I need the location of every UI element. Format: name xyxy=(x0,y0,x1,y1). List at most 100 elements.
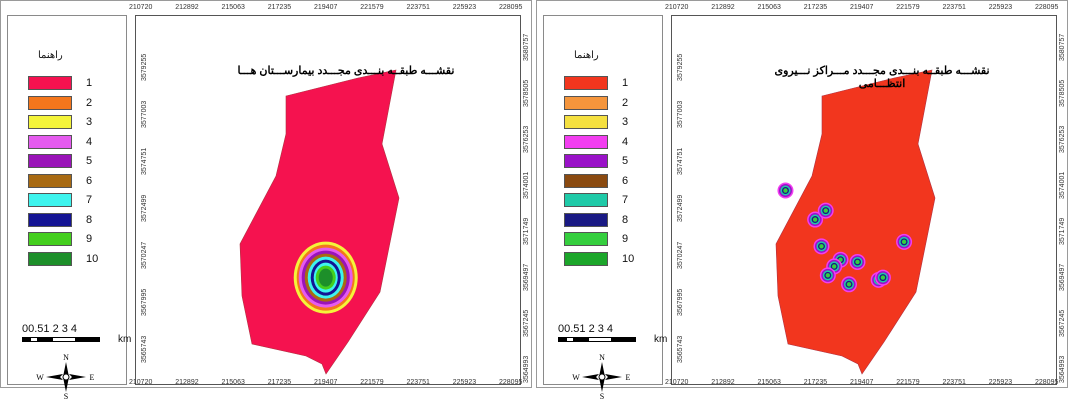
north-arrow-icon: N S W E xyxy=(572,353,631,400)
east-label: E xyxy=(626,373,631,382)
x-tick-label: 223751 xyxy=(942,4,966,11)
legend-label: 1 xyxy=(622,77,629,89)
map-frame: نقشـــه طبقــه بنـــدی مجـــدد بیمارســـ… xyxy=(135,15,521,385)
x-tick-label: 215063 xyxy=(757,4,781,11)
legend-label: 7 xyxy=(622,194,629,206)
scale-labels: 00.51 2 3 4 xyxy=(22,323,78,335)
legend-item: 6 xyxy=(28,172,128,192)
x-tick-label: 223751 xyxy=(406,379,430,386)
x-tick-label: 228095 xyxy=(499,379,523,386)
y-tick-label-right: 3574001 xyxy=(523,171,530,199)
y-tick-label-right: 3569497 xyxy=(523,263,530,291)
x-tick-label: 219407 xyxy=(850,4,874,11)
y-tick-label-right: 3578505 xyxy=(523,79,530,107)
y-tick-label-left: 3567995 xyxy=(141,288,148,316)
hotspot-dot xyxy=(817,202,834,219)
north-label: N xyxy=(63,353,69,362)
legend-item: 1 xyxy=(28,74,128,94)
y-tick-label-left: 3574751 xyxy=(141,147,148,175)
study-area-polygon xyxy=(239,69,400,375)
legend-label: 9 xyxy=(622,233,629,245)
y-tick-label-left: 3570247 xyxy=(141,241,148,269)
y-tick-label-right: 3576253 xyxy=(1059,125,1066,153)
hotspot-ring xyxy=(880,275,886,280)
hotspot-ring xyxy=(318,268,333,287)
legend-swatch xyxy=(28,154,72,168)
hotspot-dot xyxy=(819,267,836,284)
y-tick-label-right: 3578505 xyxy=(1059,79,1066,107)
y-tick-label-right: 3567245 xyxy=(523,309,530,337)
legend-item: 7 xyxy=(564,191,664,211)
x-tick-label: 221579 xyxy=(896,4,920,11)
y-tick-label-right: 3569497 xyxy=(1059,263,1066,291)
x-tick-label: 210720 xyxy=(129,379,153,386)
x-tick-label: 217235 xyxy=(267,379,292,386)
x-tick-label: 223751 xyxy=(406,4,430,11)
legend-label: 7 xyxy=(86,194,93,206)
x-tick-label: 219407 xyxy=(314,4,338,11)
x-tick-label: 225923 xyxy=(988,379,1013,386)
hotspot-dot xyxy=(826,258,843,275)
legend-label: 2 xyxy=(86,96,93,109)
legend-item: 3 xyxy=(28,113,128,133)
legend-item: 6 xyxy=(564,172,664,192)
x-tick-label: 225923 xyxy=(452,4,477,11)
scale-bar: 00.51 2 3 4 km xyxy=(22,323,132,357)
legend: راهنما 1 2 3 4 5 6 7 8 9 10 00.51 2 3 4 km N S W … xyxy=(543,15,667,400)
south-label: S xyxy=(600,392,604,400)
legend-item: 8 xyxy=(28,211,128,231)
legend-item: 4 xyxy=(28,133,128,153)
x-tick-label: 217235 xyxy=(803,379,828,386)
legend-label: 1 xyxy=(86,77,93,89)
y-tick-label-right: 3564993 xyxy=(1059,355,1066,383)
legend-item: 10 xyxy=(564,250,664,270)
x-tick-label: 228095 xyxy=(499,4,523,11)
x-tick-label: 210720 xyxy=(665,4,689,11)
x-tick-label: 215063 xyxy=(757,379,781,386)
map-title: نقشـــه طبقــه بنـــدی مجـــدد مـــراکز … xyxy=(774,65,990,90)
legend-swatch xyxy=(28,212,72,227)
legend-label: 8 xyxy=(86,213,93,226)
legend-label: 4 xyxy=(86,135,93,148)
x-tick-label: 219407 xyxy=(314,379,338,386)
study-area-polygon xyxy=(775,69,936,375)
y-tick-label-left: 3567995 xyxy=(677,288,684,316)
legend-title: راهنما xyxy=(38,50,63,61)
west-label: W xyxy=(36,373,44,382)
legend-label: 5 xyxy=(86,155,93,167)
x-tick-label: 221579 xyxy=(360,4,384,11)
y-tick-label-right: 3571749 xyxy=(1059,217,1066,245)
y-tick-label-left: 3565743 xyxy=(677,335,684,363)
legend-swatch xyxy=(28,95,72,110)
north-arrow-icon: N S W E xyxy=(36,353,94,400)
legend-swatch xyxy=(28,134,72,149)
legend-label: 3 xyxy=(86,116,93,128)
legend-item: 5 xyxy=(28,152,128,172)
legend-item: 3 xyxy=(564,113,664,133)
legend-swatch xyxy=(28,76,72,90)
legend-title: راهنما xyxy=(574,50,599,61)
hotspot-dot xyxy=(874,269,891,286)
scale-seg xyxy=(612,337,636,342)
legend-swatch xyxy=(564,134,608,149)
legend-item: 8 xyxy=(564,211,664,231)
y-tick-label-left: 3577003 xyxy=(141,100,148,128)
x-tick-label: 215063 xyxy=(221,4,245,11)
scale-seg xyxy=(588,337,612,342)
scale-seg xyxy=(566,337,574,342)
x-tick-label: 223751 xyxy=(942,379,966,386)
legend-swatch xyxy=(564,212,608,227)
x-tick-label: 210720 xyxy=(129,4,153,11)
y-tick-label-left: 3570247 xyxy=(677,241,684,269)
x-tick-label: 212892 xyxy=(711,379,735,386)
hotspot-ring xyxy=(783,188,788,193)
map-title: نقشـــه طبقــه بنـــدی مجـــدد بیمارســـ… xyxy=(237,65,455,77)
legend-swatch xyxy=(564,76,608,90)
legend-item: 10 xyxy=(28,250,128,270)
legend-item: 2 xyxy=(28,94,128,114)
x-tick-label: 212892 xyxy=(711,4,735,11)
x-tick-label: 212892 xyxy=(175,379,199,386)
hotspot-ring xyxy=(825,273,831,278)
scale-seg xyxy=(76,337,100,342)
y-tick-label-right: 3580757 xyxy=(523,33,530,61)
